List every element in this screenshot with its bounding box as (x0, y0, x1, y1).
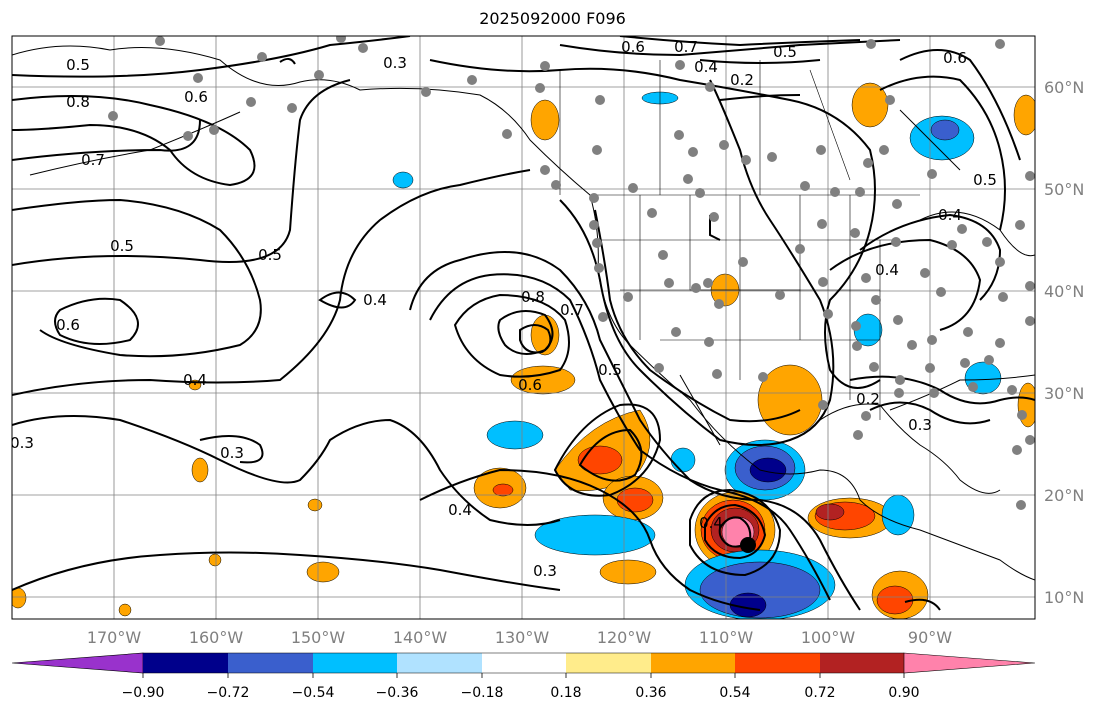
colorbar-bin (651, 653, 735, 673)
station-markers (108, 36, 1035, 510)
contour-label: 0.2 (730, 71, 754, 89)
colorbar-bin (397, 653, 482, 673)
colorbar-extend-low (11, 652, 144, 674)
contour-label: 0.3 (383, 54, 407, 72)
contour-label: 0.8 (521, 288, 545, 306)
contour-label: 0.3 (10, 434, 34, 452)
colorbar-tick-label: 0.18 (550, 685, 581, 701)
lon-label: 140°W (393, 628, 448, 647)
contour-label: 0.6 (184, 88, 208, 106)
contour-label: 0.5 (110, 237, 134, 255)
contour-label: 0.6 (621, 38, 645, 56)
state-borders (559, 60, 920, 420)
colorbar-bin (482, 653, 566, 673)
lat-label: 50°N (1044, 180, 1084, 199)
colorbar-bin (143, 653, 228, 673)
colorbar-tick-label: 0.72 (804, 685, 835, 701)
lat-label: 30°N (1044, 384, 1084, 403)
lon-label: 90°W (908, 628, 952, 647)
colorbar-bin (313, 653, 397, 673)
lon-label: 160°W (189, 628, 244, 647)
longitude-labels: 170°W 160°W 150°W 140°W 130°W 120°W 110°… (87, 628, 952, 647)
contour-label: 0.5 (773, 43, 797, 61)
contour-label: 0.4 (694, 58, 718, 76)
contour-label: 0.6 (56, 316, 80, 334)
contour-label: 0.3 (220, 444, 244, 462)
colorbar-extend-high (903, 652, 1036, 674)
colorbar-tick-label: −0.18 (461, 685, 504, 701)
latitude-labels: 60°N 50°N 40°N 30°N 20°N 10°N (1044, 78, 1084, 607)
gridlines (12, 36, 1035, 619)
contour-label: 0.4 (875, 261, 899, 279)
lat-label: 10°N (1044, 588, 1084, 607)
contour-label: 0.4 (938, 206, 962, 224)
lon-label: 110°W (699, 628, 754, 647)
lon-label: 120°W (597, 628, 652, 647)
cyclone-center-marker (740, 537, 756, 553)
contour-label: 0.4 (183, 371, 207, 389)
contour-label: 0.2 (856, 390, 880, 408)
lon-label: 100°W (801, 628, 856, 647)
contour-label: 0.6 (518, 376, 542, 394)
contour-label: 0.4 (699, 514, 723, 532)
contour-label: 0.5 (258, 246, 282, 264)
colorbar-bin (566, 653, 651, 673)
colorbar-tick-label: −0.36 (376, 685, 419, 701)
lon-label: 130°W (495, 628, 550, 647)
map-frame (11, 35, 1036, 620)
contour-lines (12, 36, 1035, 611)
colorbar-tick-label: 0.54 (719, 685, 750, 701)
colorbar: −0.90 −0.72 −0.54 −0.36 −0.18 0.18 0.36 … (11, 652, 1036, 701)
lon-label: 170°W (87, 628, 142, 647)
colorbar-tick-label: −0.54 (292, 685, 335, 701)
contour-label: 0.6 (943, 49, 967, 67)
contour-labels: 0.5 0.8 0.7 0.6 0.5 0.5 0.6 0.4 0.3 0.3 … (10, 38, 997, 580)
map-title: 2025092000 F096 (479, 9, 626, 28)
lat-label: 20°N (1044, 486, 1084, 505)
contour-label: 0.4 (448, 501, 472, 519)
contour-label: 0.5 (973, 171, 997, 189)
contour-label: 0.8 (66, 93, 90, 111)
contour-label: 0.7 (560, 301, 584, 319)
contour-label: 0.7 (674, 38, 698, 56)
contour-label: 0.3 (908, 416, 932, 434)
contour-label: 0.5 (66, 56, 90, 74)
colorbar-bin (820, 653, 904, 673)
lon-label: 150°W (291, 628, 346, 647)
contour-label: 0.7 (81, 151, 105, 169)
lat-label: 60°N (1044, 78, 1084, 97)
contour-label: 0.4 (363, 291, 387, 309)
colorbar-tick-label: 0.36 (635, 685, 666, 701)
colorbar-bin (228, 653, 313, 673)
colorbar-tick-label: −0.90 (122, 685, 165, 701)
contour-label: 0.3 (533, 562, 557, 580)
lat-label: 40°N (1044, 282, 1084, 301)
colorbar-bin (735, 653, 820, 673)
colorbar-tick-label: −0.72 (207, 685, 250, 701)
contour-label: 0.5 (598, 361, 622, 379)
colorbar-tick-label: 0.90 (888, 685, 919, 701)
